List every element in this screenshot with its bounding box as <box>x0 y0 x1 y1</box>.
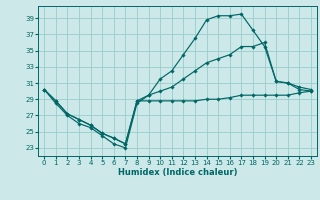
X-axis label: Humidex (Indice chaleur): Humidex (Indice chaleur) <box>118 168 237 177</box>
